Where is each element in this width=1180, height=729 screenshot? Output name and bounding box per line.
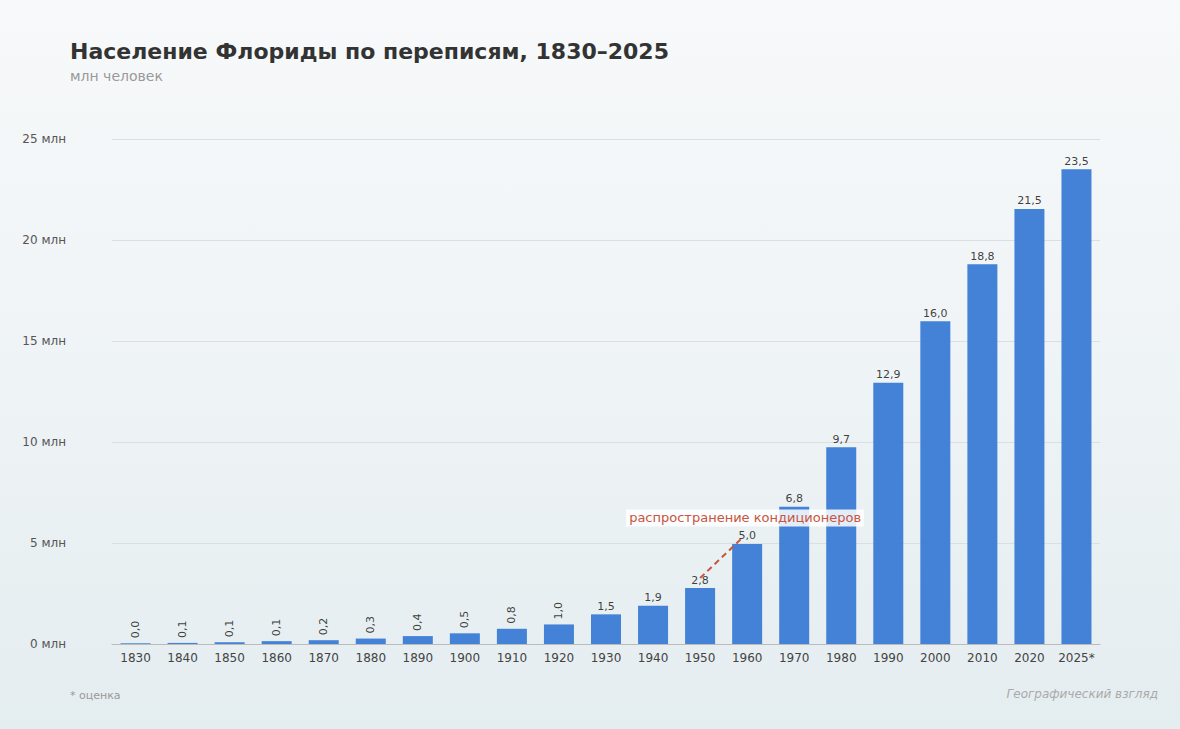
svg-text:1910: 1910 — [497, 651, 528, 665]
svg-text:10 млн: 10 млн — [22, 435, 66, 449]
svg-text:1850: 1850 — [214, 651, 245, 665]
svg-text:2020: 2020 — [1014, 651, 1045, 665]
svg-text:1840: 1840 — [167, 651, 198, 665]
svg-text:1940: 1940 — [638, 651, 669, 665]
svg-text:2000: 2000 — [920, 651, 951, 665]
svg-text:0,0: 0,0 — [129, 621, 142, 639]
svg-text:1990: 1990 — [873, 651, 904, 665]
svg-text:1950: 1950 — [685, 651, 716, 665]
svg-text:2010: 2010 — [967, 651, 998, 665]
svg-text:1860: 1860 — [261, 651, 292, 665]
svg-text:1880: 1880 — [355, 651, 386, 665]
svg-text:1960: 1960 — [732, 651, 763, 665]
svg-text:12,9: 12,9 — [876, 368, 901, 381]
svg-text:распространение кондиционеров: распространение кондиционеров — [629, 510, 861, 525]
svg-text:1,9: 1,9 — [644, 591, 662, 604]
svg-text:5,0: 5,0 — [738, 529, 756, 542]
svg-text:1980: 1980 — [826, 651, 857, 665]
svg-text:0,4: 0,4 — [411, 614, 424, 632]
svg-text:16,0: 16,0 — [923, 307, 948, 320]
svg-text:Население Флориды по переписям: Население Флориды по переписям, 1830–202… — [70, 39, 669, 64]
svg-text:1,5: 1,5 — [597, 600, 615, 613]
svg-text:1830: 1830 — [120, 651, 151, 665]
svg-text:0,1: 0,1 — [270, 619, 283, 637]
svg-text:18,8: 18,8 — [970, 250, 995, 263]
svg-text:0,8: 0,8 — [505, 606, 518, 624]
svg-text:2,8: 2,8 — [691, 574, 709, 587]
svg-text:5 млн: 5 млн — [30, 536, 66, 550]
svg-text:1,0: 1,0 — [552, 602, 565, 620]
svg-text:1970: 1970 — [779, 651, 810, 665]
svg-text:6,8: 6,8 — [785, 492, 803, 505]
svg-text:0,1: 0,1 — [223, 620, 236, 638]
svg-text:1930: 1930 — [591, 651, 622, 665]
svg-text:0,1: 0,1 — [176, 620, 189, 638]
svg-text:1890: 1890 — [403, 651, 434, 665]
svg-text:2025*: 2025* — [1058, 651, 1095, 665]
svg-text:25 млн: 25 млн — [22, 132, 66, 146]
svg-text:15 млн: 15 млн — [22, 334, 66, 348]
svg-text:Географический взгляд: Географический взгляд — [1007, 687, 1158, 701]
svg-text:млн человек: млн человек — [70, 68, 163, 84]
svg-text:20 млн: 20 млн — [22, 233, 66, 247]
svg-text:0,3: 0,3 — [364, 616, 377, 634]
svg-text:0,5: 0,5 — [458, 611, 471, 629]
svg-text:0 млн: 0 млн — [30, 637, 66, 651]
svg-text:0,2: 0,2 — [317, 618, 330, 636]
svg-text:9,7: 9,7 — [832, 433, 850, 446]
svg-text:1900: 1900 — [450, 651, 481, 665]
svg-text:21,5: 21,5 — [1017, 194, 1042, 207]
svg-text:23,5: 23,5 — [1064, 155, 1089, 168]
svg-text:* оценка: * оценка — [70, 689, 121, 702]
svg-text:1870: 1870 — [308, 651, 339, 665]
svg-text:1920: 1920 — [544, 651, 575, 665]
